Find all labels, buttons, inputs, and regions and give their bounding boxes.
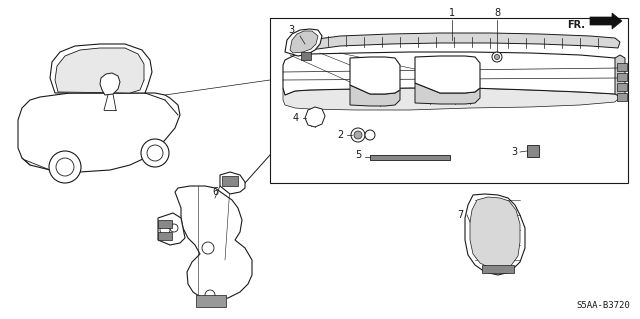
Polygon shape	[220, 172, 245, 194]
Bar	[301, 52, 311, 60]
Circle shape	[147, 145, 163, 161]
Bar	[482, 265, 514, 273]
Circle shape	[141, 139, 169, 167]
Bar	[270, 18, 628, 183]
Bar	[158, 220, 172, 228]
Circle shape	[202, 242, 214, 254]
Bar	[617, 73, 627, 81]
Polygon shape	[175, 186, 252, 300]
Polygon shape	[350, 57, 400, 94]
Circle shape	[49, 151, 81, 183]
Polygon shape	[415, 83, 480, 104]
Text: 7: 7	[457, 210, 463, 220]
Text: 3: 3	[511, 147, 517, 157]
Circle shape	[351, 128, 365, 142]
Polygon shape	[590, 13, 622, 29]
Polygon shape	[350, 85, 400, 106]
Polygon shape	[285, 29, 322, 56]
Polygon shape	[293, 33, 620, 52]
Circle shape	[160, 225, 170, 235]
Bar	[617, 63, 627, 71]
Text: 6: 6	[212, 187, 218, 197]
Polygon shape	[283, 88, 620, 110]
Circle shape	[495, 55, 499, 60]
Text: 4: 4	[293, 113, 299, 123]
Bar	[158, 232, 172, 240]
Bar	[370, 155, 450, 160]
Bar	[617, 83, 627, 91]
Circle shape	[492, 52, 502, 62]
Text: 1: 1	[449, 8, 455, 18]
Text: FR.: FR.	[567, 20, 585, 30]
Circle shape	[205, 290, 215, 300]
Polygon shape	[100, 73, 120, 95]
Polygon shape	[290, 31, 318, 53]
Text: 2: 2	[337, 130, 343, 140]
Polygon shape	[55, 48, 144, 93]
Polygon shape	[465, 194, 525, 275]
Polygon shape	[222, 176, 238, 186]
Polygon shape	[50, 44, 152, 93]
Text: 5: 5	[355, 150, 361, 160]
Text: 8: 8	[494, 8, 500, 18]
Circle shape	[354, 131, 362, 139]
Text: S5AA-B3720: S5AA-B3720	[576, 301, 630, 310]
Polygon shape	[615, 55, 625, 100]
Circle shape	[170, 224, 178, 232]
Text: 3: 3	[288, 25, 294, 35]
Bar	[196, 295, 226, 307]
Circle shape	[56, 158, 74, 176]
Polygon shape	[305, 107, 325, 127]
Bar	[617, 93, 627, 101]
Bar	[527, 145, 539, 157]
Polygon shape	[470, 197, 520, 270]
Polygon shape	[415, 56, 480, 93]
Polygon shape	[283, 52, 620, 95]
Circle shape	[365, 130, 375, 140]
Polygon shape	[18, 93, 180, 172]
Polygon shape	[158, 213, 185, 245]
